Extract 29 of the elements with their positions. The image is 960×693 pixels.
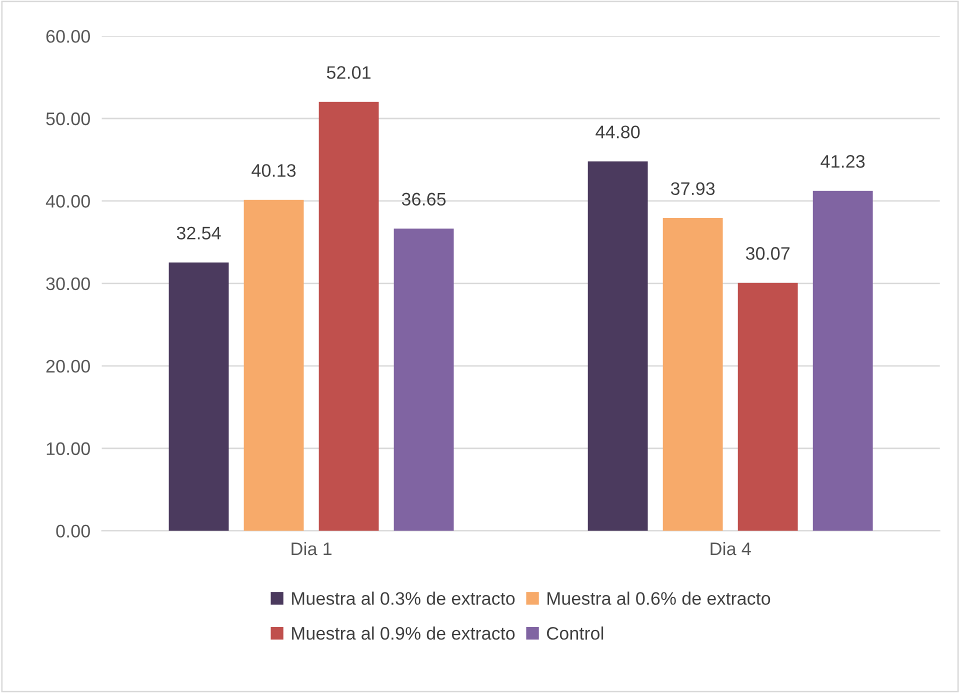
data-label: 30.07 [746, 247, 790, 260]
bar [244, 200, 304, 531]
bar [394, 228, 454, 531]
legend-label: Muestra al 0.6% de extracto [548, 592, 770, 605]
data-label: 37.93 [670, 182, 715, 196]
data-label: 52.01 [326, 66, 370, 79]
y-tick-label: 10.00 [46, 442, 90, 456]
bar [318, 102, 379, 531]
bar [168, 262, 229, 531]
data-label: 40.13 [252, 164, 296, 177]
data-label: 44.80 [596, 126, 640, 138]
y-tick-label: 50.00 [46, 112, 90, 126]
y-tick-label: 0.00 [56, 524, 90, 538]
bar [588, 161, 648, 531]
legend-label: Control [546, 626, 604, 640]
data-label: 41.23 [820, 155, 865, 168]
data-label: 32.54 [176, 226, 221, 240]
legend-label: Muestra al 0.3% de extracto [292, 592, 515, 605]
legend-label: Muestra al 0.9% de extracto [292, 626, 515, 640]
bar [812, 190, 873, 531]
x-tick-label: Dia 4 [710, 542, 751, 556]
bar [662, 218, 723, 531]
y-tick-label: 40.00 [46, 194, 90, 208]
x-tick-label: Dia 1 [292, 542, 332, 556]
y-tick-label: 60.00 [46, 30, 90, 43]
bar [738, 282, 798, 531]
y-tick-label: 30.00 [46, 277, 90, 290]
data-label: 36.65 [402, 192, 446, 206]
y-tick-label: 20.00 [46, 360, 90, 373]
